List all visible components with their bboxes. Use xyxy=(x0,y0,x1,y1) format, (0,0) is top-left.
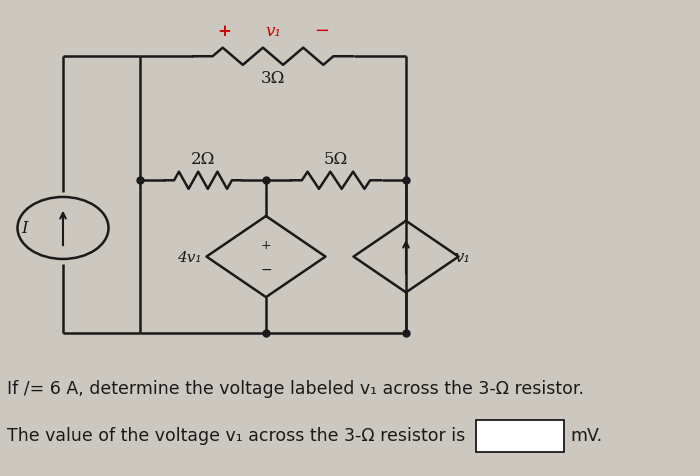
Text: +: + xyxy=(260,238,272,252)
Text: −: − xyxy=(314,22,330,40)
Text: 3Ω: 3Ω xyxy=(261,70,285,87)
Text: v₁: v₁ xyxy=(265,22,281,40)
Text: I: I xyxy=(21,220,28,237)
Text: −: − xyxy=(260,262,272,276)
Text: mV.: mV. xyxy=(570,426,603,445)
Text: 5Ω: 5Ω xyxy=(324,151,348,168)
Text: v₁: v₁ xyxy=(454,248,470,266)
Text: 2Ω: 2Ω xyxy=(191,151,215,168)
Text: 4v₁: 4v₁ xyxy=(176,250,202,264)
Text: If /= 6 A, determine the voltage labeled v₁ across the 3-Ω resistor.: If /= 6 A, determine the voltage labeled… xyxy=(7,379,584,397)
FancyBboxPatch shape xyxy=(476,420,564,452)
Text: The value of the voltage v₁ across the 3-Ω resistor is: The value of the voltage v₁ across the 3… xyxy=(7,426,466,445)
Text: +: + xyxy=(217,22,231,40)
